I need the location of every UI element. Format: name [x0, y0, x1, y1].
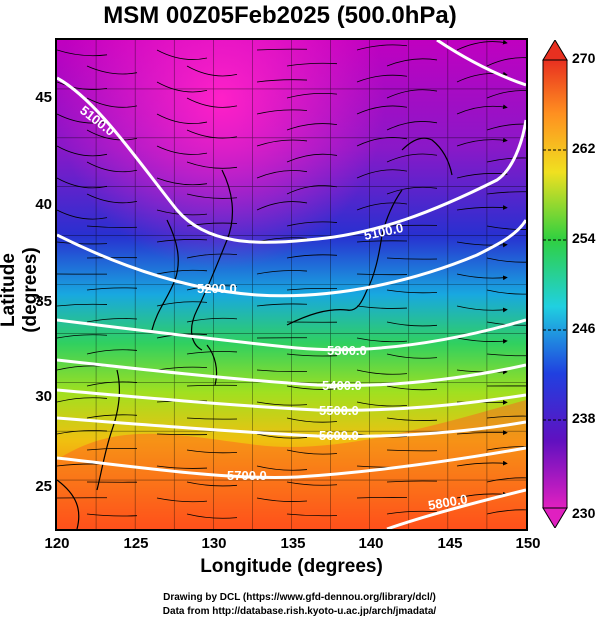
- colorbar-scale: [542, 59, 568, 509]
- y-tick-30: 30: [35, 388, 52, 405]
- x-tick-145: 145: [437, 535, 463, 552]
- contour-label-5500: 5500.0: [319, 403, 359, 418]
- wind-streamline: [86, 121, 526, 141]
- colorbar-label-238: 238: [572, 410, 596, 426]
- contour-line-5100-east: [436, 40, 526, 87]
- wind-streamline: [57, 269, 507, 278]
- wind-streamline: [86, 285, 526, 295]
- y-tick-40: 40: [35, 196, 52, 213]
- y-tick-45: 45: [35, 89, 52, 106]
- colorbar: [541, 39, 569, 529]
- colorbar-max-arrow: [542, 39, 568, 61]
- credit-drawing: Drawing by DCL (https://www.gfd-dennou.o…: [163, 592, 436, 603]
- wind-streamline: [57, 106, 507, 124]
- colorbar-label-270: 270: [572, 50, 596, 66]
- wind-streamline: [86, 381, 526, 391]
- x-axis-label: Longitude (degrees): [200, 556, 383, 577]
- contour-line-5500: [57, 388, 526, 412]
- wind-streamline: [57, 73, 507, 93]
- x-tick-120: 120: [44, 535, 70, 552]
- wind-streamline: [57, 137, 507, 157]
- contour-line-5200: [57, 219, 526, 298]
- colorbar-min-arrow: [542, 507, 568, 529]
- contour-line-5300: [57, 318, 526, 352]
- x-tick-140: 140: [358, 535, 384, 552]
- colorbar-label-262: 262: [572, 140, 596, 156]
- wind-streamline: [57, 237, 507, 245]
- contour-label-5300: 5300.0: [327, 343, 367, 358]
- wind-streamline: [57, 463, 507, 471]
- colorbar-label-254: 254: [572, 230, 596, 246]
- map-canvas: 5100.0 5100.0 5200.0 5300.0 5400.0 5500.…: [57, 40, 526, 529]
- contour-label-5700: 5700.0: [227, 468, 267, 483]
- wind-streamline: [86, 89, 526, 108]
- wind-streamline: [86, 153, 526, 173]
- colorbar-label-230: 230: [572, 505, 596, 521]
- wind-streamline: [86, 477, 526, 487]
- contour-label-5800: 5800.0: [427, 491, 469, 513]
- x-tick-135: 135: [280, 535, 306, 552]
- map-plot-area: 5100.0 5100.0 5200.0 5300.0 5400.0 5500.…: [55, 38, 528, 531]
- wind-streamline: [86, 446, 526, 455]
- wind-streamline: [57, 431, 507, 439]
- map-title: MSM 00Z05Feb2025 (500.0hPa): [103, 2, 457, 29]
- y-tick-25: 25: [35, 478, 52, 495]
- wind-streamline: [86, 185, 526, 204]
- contour-line-5400: [57, 358, 526, 388]
- contour-label-5400: 5400.0: [322, 378, 362, 393]
- contour-label-5200: 5200.0: [197, 281, 237, 296]
- y-axis-label: Latitude (degrees): [0, 247, 41, 333]
- coastlines: [57, 137, 453, 529]
- x-tick-150: 150: [515, 535, 541, 552]
- contour-label-5600: 5600.0: [319, 428, 359, 443]
- wind-streamline: [86, 414, 526, 423]
- wind-streamline: [86, 317, 526, 327]
- contour-line-5600: [57, 416, 526, 438]
- x-tick-125: 125: [123, 535, 149, 552]
- y-tick-35: 35: [35, 293, 52, 310]
- wind-streamline: [57, 494, 507, 503]
- wind-streamline: [86, 221, 526, 230]
- wind-streamline: [86, 509, 526, 519]
- credit-data: Data from http://database.rish.kyoto-u.a…: [162, 606, 437, 617]
- colorbar-label-246: 246: [572, 320, 596, 336]
- contour-line-5100-west: [57, 76, 526, 244]
- wind-streamline: [86, 253, 526, 263]
- contour-line-5800: [386, 488, 526, 529]
- wind-streamline: [57, 42, 507, 60]
- wind-streamline: [57, 169, 507, 189]
- geopotential-contours: [57, 40, 526, 529]
- wind-streamline: [57, 365, 507, 374]
- x-tick-130: 130: [201, 535, 227, 552]
- wind-streamline: [86, 57, 526, 77]
- contour-line-5700: [57, 446, 526, 479]
- wind-streamline: [57, 301, 507, 311]
